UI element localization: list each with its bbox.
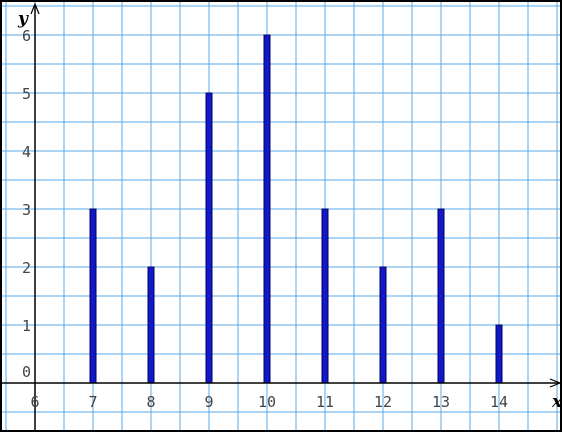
bar-10	[263, 34, 271, 384]
x-tick-label: 7	[88, 393, 97, 411]
y-tick-labels: 0 1 2 3 4 5 6	[22, 27, 31, 381]
y-tick-label: 0	[22, 363, 31, 381]
y-axis-arrow	[30, 2, 40, 15]
y-tick-label: 6	[22, 27, 31, 45]
x-axis-label: x	[551, 392, 562, 412]
bar-14	[495, 324, 503, 384]
bar-11	[321, 208, 329, 384]
bar-8	[147, 266, 155, 384]
x-tick-label: 10	[258, 393, 276, 411]
y-tick-label: 1	[22, 317, 31, 335]
y-tick-label: 3	[22, 201, 31, 219]
x-tick-labels: 6 7 8 9 10 11 12 13 14	[30, 393, 508, 411]
x-tick-label: 11	[316, 393, 334, 411]
y-tick-label: 5	[22, 85, 31, 103]
bars	[89, 34, 503, 384]
x-tick-label: 6	[30, 393, 39, 411]
bar-9	[205, 92, 213, 384]
y-tick-label: 2	[22, 259, 31, 277]
y-tick-label: 4	[22, 143, 31, 161]
bar-13	[437, 208, 445, 384]
bar-12	[379, 266, 387, 384]
x-tick-label: 8	[146, 393, 155, 411]
x-tick-label: 13	[432, 393, 450, 411]
bar-7	[89, 208, 97, 384]
y-axis-label: y	[17, 9, 29, 29]
x-tick-label: 14	[490, 393, 508, 411]
x-tick-label: 12	[374, 393, 392, 411]
x-tick-label: 9	[204, 393, 213, 411]
